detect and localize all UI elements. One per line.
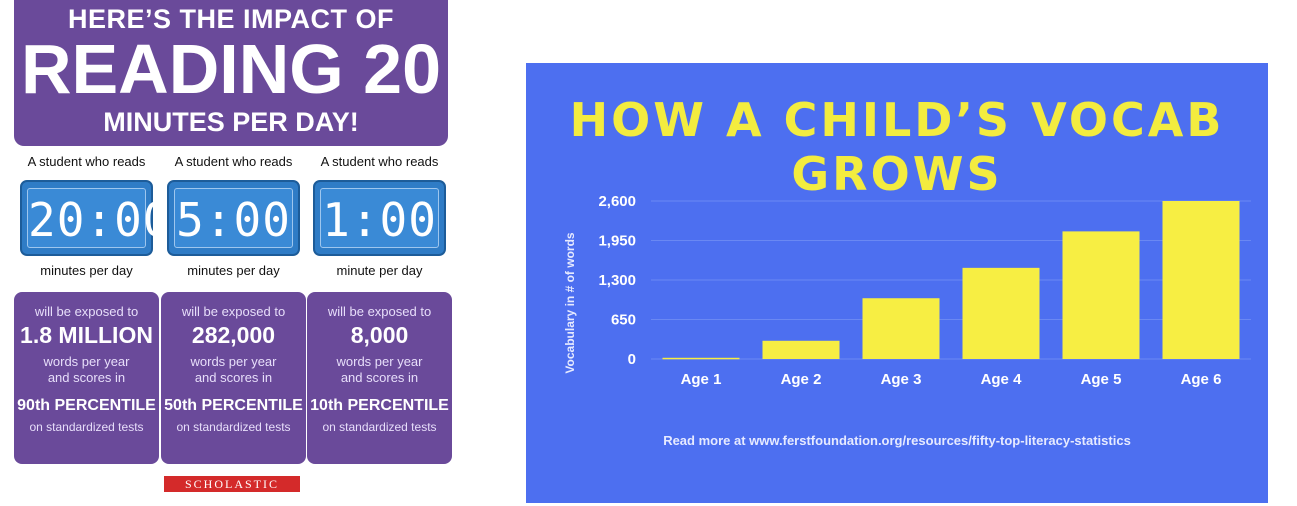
scores-text: and scores in [47, 370, 126, 385]
vocab-chart-panel: HOW A CHILD’S VOCAB GROWS Vocabulary in … [526, 63, 1268, 503]
source-note: Read more at www.ferstfoundation.org/res… [663, 433, 1131, 448]
x-tick-label: Age 4 [981, 371, 1023, 388]
exposed-text: will be exposed to [181, 304, 286, 319]
words-count: 1.8 MILLION [20, 322, 153, 348]
clock-time: 5:00 [174, 188, 293, 248]
clock-time: 1:00 [320, 188, 439, 248]
per-year-text: words per year [336, 354, 423, 369]
bar [862, 298, 940, 359]
chart-title: HOW A CHILD’S VOCAB GROWS [569, 93, 1225, 201]
column-20-minutes: A student who reads 20:00 minutes per da… [14, 150, 170, 470]
column-5-minutes: A student who reads 5:00 minutes per day… [161, 150, 306, 470]
scores-text: and scores in [194, 370, 273, 385]
headline-banner: HERE’S THE IMPACT OF READING 20 MINUTES … [14, 0, 448, 146]
bar [662, 357, 740, 360]
column-unit: minute per day [336, 263, 423, 278]
reading-infographic: HERE’S THE IMPACT OF READING 20 MINUTES … [0, 0, 460, 506]
bar [762, 340, 840, 359]
y-tick-label: 0 [628, 351, 636, 368]
column-unit: minutes per day [40, 263, 133, 278]
column-intro: A student who reads [174, 154, 293, 169]
percentile: 10th PERCENTILE [310, 397, 449, 414]
headline-line-1: HERE’S THE IMPACT OF [67, 4, 394, 34]
exposed-text: will be exposed to [327, 304, 432, 319]
column-unit: minutes per day [187, 263, 280, 278]
per-year-text: words per year [190, 354, 277, 369]
words-count: 282,000 [191, 322, 276, 348]
y-tick-label: 1,950 [598, 233, 636, 250]
words-count: 8,000 [350, 322, 409, 348]
scores-text: and scores in [340, 370, 419, 385]
exposed-text: will be exposed to [34, 304, 139, 319]
column-1-minute: A student who reads 1:00 minute per day … [307, 150, 452, 470]
bar [1162, 201, 1240, 359]
bar [1062, 231, 1140, 359]
x-tick-label: Age 1 [681, 371, 722, 388]
y-tick-label: 650 [611, 312, 636, 329]
per-year-text: words per year [43, 354, 130, 369]
tests-text: on standardized tests [29, 420, 144, 434]
headline-line-3: MINUTES PER DAY! [103, 107, 359, 137]
tests-text: on standardized tests [176, 420, 291, 434]
x-tick-label: Age 6 [1181, 371, 1222, 388]
bar-chart: 0 650 1,300 1,950 2,600 Age 1 Age 2 Age 3 Age 4 A… [598, 193, 1251, 388]
percentile: 50th PERCENTILE [164, 397, 303, 414]
x-tick-label: Age 5 [1081, 371, 1122, 388]
clock-time: 20:00 [27, 188, 170, 248]
impact-card: will be exposed to 8,000 words per year … [307, 292, 452, 464]
y-tick-label: 2,600 [598, 193, 636, 210]
digital-clock: 20:00 [20, 180, 170, 256]
impact-card: will be exposed to 1.8 MILLION words per… [14, 292, 159, 464]
x-tick-label: Age 3 [881, 371, 922, 388]
column-intro: A student who reads [27, 154, 146, 169]
scholastic-logo: SCHOLASTIC [164, 476, 300, 492]
y-tick-label: 1,300 [598, 272, 636, 289]
percentile: 90th PERCENTILE [17, 397, 156, 414]
x-tick-label: Age 2 [781, 371, 822, 388]
tests-text: on standardized tests [322, 420, 437, 434]
impact-card: will be exposed to 282,000 words per yea… [161, 292, 306, 464]
headline-line-2: READING 20 [20, 30, 442, 108]
column-intro: A student who reads [320, 154, 439, 169]
digital-clock: 5:00 [167, 180, 300, 256]
bar [962, 267, 1040, 359]
digital-clock: 1:00 [313, 180, 446, 256]
